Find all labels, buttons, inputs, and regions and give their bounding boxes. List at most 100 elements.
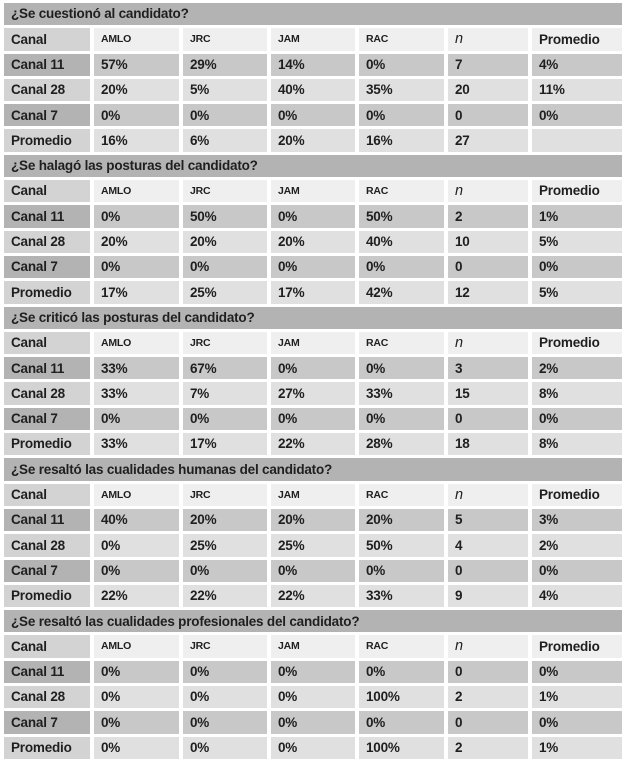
section-title-row: ¿Se criticó las posturas del candidato? [4, 306, 623, 329]
value-cell: 33% [94, 382, 179, 405]
section-title-row: ¿Se cuestionó al candidato? [4, 3, 623, 26]
column-header-rac: RAC [359, 635, 444, 658]
table-row: Canal 7 0% 0% 0% 0% 0 0% [4, 559, 623, 582]
value-cell: 20% [271, 129, 355, 152]
value-cell: 0% [183, 660, 267, 684]
value-cell: 100% [359, 686, 444, 709]
table-row: Canal 11 57% 29% 14% 0% 7 4% [4, 53, 623, 76]
row-label: Canal 28 [4, 686, 90, 709]
column-header-promedio: Promedio [532, 635, 623, 658]
value-cell: 33% [359, 584, 444, 608]
value-cell: 1% [532, 205, 623, 228]
value-cell: 0% [271, 104, 355, 127]
value-cell: 0% [271, 711, 355, 734]
value-cell: 33% [359, 382, 444, 405]
value-cell: 0% [271, 255, 355, 279]
value-cell: 17% [271, 281, 355, 304]
column-header-jrc: JRC [183, 180, 267, 203]
table-row: Promedio 17% 25% 17% 42% 12 5% [4, 281, 623, 304]
column-header-amlo: AMLO [94, 483, 179, 506]
column-header-promedio: Promedio [532, 483, 623, 506]
value-cell: 40% [271, 78, 355, 102]
value-cell: 0 [448, 559, 528, 582]
section-title-row: ¿Se resaltó las cualidades humanas del c… [4, 458, 623, 481]
value-cell: 0% [532, 407, 623, 431]
value-cell: 0% [271, 686, 355, 709]
column-header-canal: Canal [4, 635, 90, 658]
row-label: Canal 28 [4, 534, 90, 557]
value-cell: 4 [448, 534, 528, 557]
section-title-row: ¿Se halagó las posturas del candidato? [4, 154, 623, 178]
value-cell: 16% [359, 129, 444, 152]
row-label: Promedio [4, 433, 90, 456]
value-cell: 15 [448, 382, 528, 405]
value-cell: 22% [271, 433, 355, 456]
row-label: Canal 11 [4, 508, 90, 532]
row-label: Canal 11 [4, 660, 90, 684]
column-header-jrc: JRC [183, 635, 267, 658]
table-row: Canal 28 0% 25% 25% 50% 4 2% [4, 534, 623, 557]
column-header-jam: JAM [271, 635, 355, 658]
value-cell: 0% [94, 736, 179, 759]
column-header-rac: RAC [359, 331, 444, 355]
value-cell: 27% [271, 382, 355, 405]
row-label: Canal 7 [4, 407, 90, 431]
column-header-n: n [448, 331, 528, 355]
column-header-jrc: JRC [183, 331, 267, 355]
value-cell: 2 [448, 736, 528, 759]
table-row: Canal 28 20% 20% 20% 40% 10 5% [4, 230, 623, 253]
row-label: Canal 28 [4, 78, 90, 102]
column-header-jam: JAM [271, 28, 355, 51]
column-header-n: n [448, 635, 528, 658]
value-cell: 0% [271, 660, 355, 684]
table-row: Canal 11 33% 67% 0% 0% 3 2% [4, 357, 623, 380]
column-header-canal: Canal [4, 180, 90, 203]
value-cell: 40% [359, 230, 444, 253]
column-header-jrc: JRC [183, 483, 267, 506]
value-cell: 0% [359, 559, 444, 582]
column-header-jam: JAM [271, 483, 355, 506]
value-cell: 7% [183, 382, 267, 405]
value-cell: 2% [532, 357, 623, 380]
row-label: Promedio [4, 736, 90, 759]
value-cell: 17% [183, 433, 267, 456]
value-cell: 0% [94, 205, 179, 228]
candidate-coverage-table: ¿Se cuestionó al candidato? Canal AMLO JRC J… [4, 3, 623, 759]
value-cell: 0% [94, 255, 179, 279]
table-row: Promedio 33% 17% 22% 28% 18 8% [4, 433, 623, 456]
value-cell: 5 [448, 508, 528, 532]
value-cell: 2 [448, 205, 528, 228]
table-row: Promedio 0% 0% 0% 100% 2 1% [4, 736, 623, 759]
value-cell: 25% [183, 534, 267, 557]
value-cell: 0% [271, 205, 355, 228]
value-cell: 0% [271, 407, 355, 431]
value-cell: 4% [532, 584, 623, 608]
value-cell: 0 [448, 407, 528, 431]
column-header-promedio: Promedio [532, 331, 623, 355]
value-cell: 5% [183, 78, 267, 102]
table-row: Promedio 22% 22% 22% 33% 9 4% [4, 584, 623, 608]
column-header-canal: Canal [4, 331, 90, 355]
value-cell: 0% [359, 711, 444, 734]
value-cell: 33% [94, 433, 179, 456]
table-row: Canal 7 0% 0% 0% 0% 0 0% [4, 255, 623, 279]
row-label: Promedio [4, 281, 90, 304]
row-label: Canal 7 [4, 711, 90, 734]
table-row: Canal 11 0% 50% 0% 50% 2 1% [4, 205, 623, 228]
value-cell: 8% [532, 382, 623, 405]
value-cell: 0% [532, 255, 623, 279]
value-cell: 27 [448, 129, 528, 152]
value-cell: 5% [532, 281, 623, 304]
value-cell: 20% [94, 230, 179, 253]
value-cell: 25% [183, 281, 267, 304]
value-cell: 20 [448, 78, 528, 102]
column-header-row: Canal AMLO JRC JAM RAC n Promedio [4, 331, 623, 355]
value-cell: 0% [271, 357, 355, 380]
column-header-row: Canal AMLO JRC JAM RAC n Promedio [4, 180, 623, 203]
value-cell: 0% [183, 686, 267, 709]
value-cell: 0 [448, 711, 528, 734]
column-header-row: Canal AMLO JRC JAM RAC n Promedio [4, 483, 623, 506]
value-cell: 8% [532, 433, 623, 456]
value-cell: 11% [532, 78, 623, 102]
table-row: Promedio 16% 6% 20% 16% 27 [4, 129, 623, 152]
